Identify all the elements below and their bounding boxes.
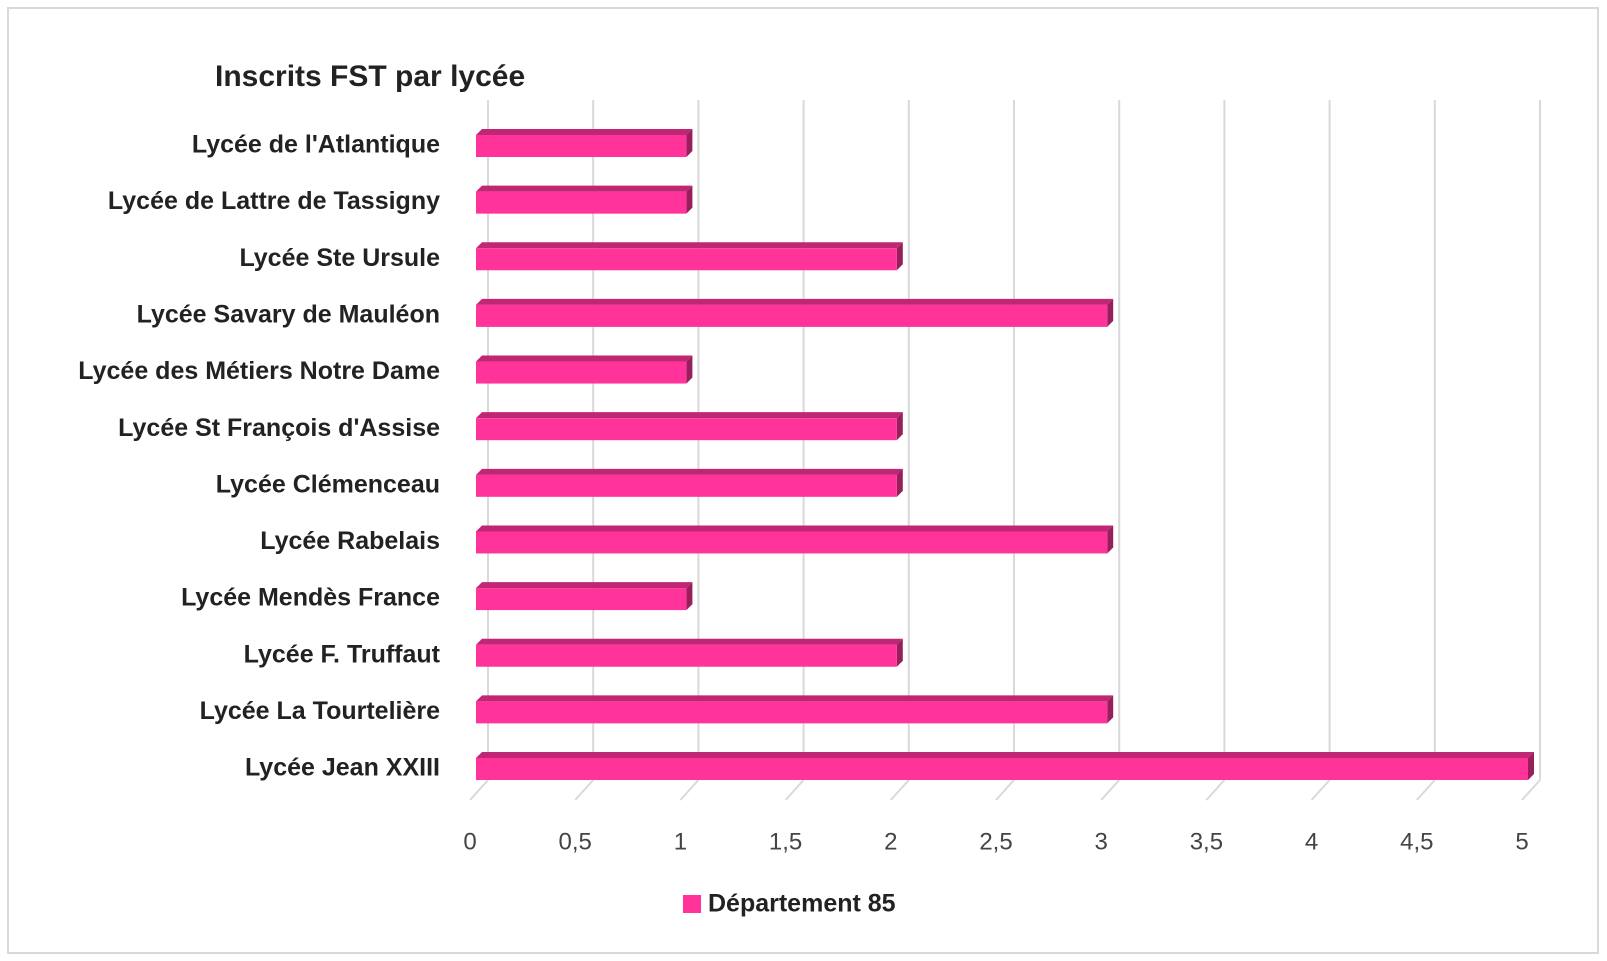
y-tick-label: Lycée de l'Atlantique (192, 131, 440, 159)
bar (476, 191, 687, 214)
bar-side (1107, 298, 1114, 327)
y-tick-label: Lycée Clémenceau (216, 470, 440, 498)
bar-top (476, 185, 693, 192)
bar (476, 474, 897, 497)
grid-floor (995, 779, 1015, 801)
x-tick-label: 3,5 (1190, 828, 1223, 855)
bar-top (476, 129, 693, 135)
bar-top (476, 582, 693, 589)
x-tick-label: 0,5 (559, 828, 592, 855)
y-tick-label: Lycée Jean XXIII (245, 754, 440, 782)
y-tick-label: Lycée F. Truffaut (244, 640, 441, 668)
bar-side (1528, 752, 1534, 780)
bar (476, 248, 897, 271)
y-tick-label: Lycée de Lattre de Tassigny (108, 187, 440, 215)
bar-side (686, 582, 693, 611)
x-tick-label: 5 (1515, 828, 1528, 855)
grid-floor (1416, 779, 1436, 801)
bar-side (686, 129, 693, 157)
bar-side (1107, 695, 1114, 724)
chart-title: Inscrits FST par lycée (215, 60, 525, 93)
grid-floor (574, 779, 594, 801)
bar (476, 758, 1528, 780)
bar (476, 361, 687, 384)
bar-side (896, 638, 903, 667)
y-tick-label: Lycée Rabelais (260, 527, 440, 555)
bar-top (476, 355, 693, 362)
grid-floor (1310, 779, 1331, 801)
bar (476, 588, 687, 611)
legend-swatch (683, 895, 701, 913)
x-tick-label: 4,5 (1400, 828, 1433, 855)
grid-floor (1205, 779, 1226, 801)
bar (476, 135, 687, 157)
bar (476, 531, 1108, 554)
bar-top (476, 638, 903, 645)
bar-side (896, 412, 903, 441)
bar (476, 418, 897, 441)
x-tick-label: 1,5 (769, 828, 802, 855)
bar-top (476, 752, 1534, 758)
bar-top (476, 412, 903, 419)
bar-top (476, 525, 1114, 532)
bar-side (686, 355, 693, 384)
grid-floor (890, 779, 910, 801)
x-tick-label: 2 (884, 828, 897, 855)
bar-side (686, 185, 693, 214)
y-tick-label: Lycée Savary de Mauléon (137, 301, 440, 329)
x-tick-label: 2,5 (979, 828, 1012, 855)
legend-label: Département 85 (708, 890, 896, 918)
bar (476, 701, 1108, 724)
bar-side (1107, 525, 1114, 554)
grid-floor (1521, 779, 1541, 801)
y-tick-label: Lycée Mendès France (181, 584, 440, 612)
grid-floor (469, 779, 489, 801)
bar-top (476, 468, 903, 475)
y-tick-label: Lycée Ste Ursule (239, 244, 440, 272)
grid-floor (1100, 779, 1120, 801)
bar-top (476, 242, 903, 249)
y-tick-label: Lycée des Métiers Notre Dame (78, 357, 440, 385)
bar-side (896, 468, 903, 497)
grid-floor (679, 779, 700, 801)
y-tick-label: Lycée St François d'Assise (118, 414, 440, 442)
grid-floor (784, 779, 805, 801)
x-tick-label: 3 (1095, 828, 1108, 855)
x-tick-label: 0 (463, 828, 476, 855)
bar-side (896, 242, 903, 271)
bar (476, 304, 1108, 327)
bar (476, 644, 897, 667)
bar-top (476, 695, 1114, 702)
y-tick-label: Lycée La Tourtelière (200, 697, 440, 725)
bar-top (476, 298, 1114, 305)
x-tick-label: 4 (1305, 828, 1318, 855)
x-tick-label: 1 (674, 828, 687, 855)
